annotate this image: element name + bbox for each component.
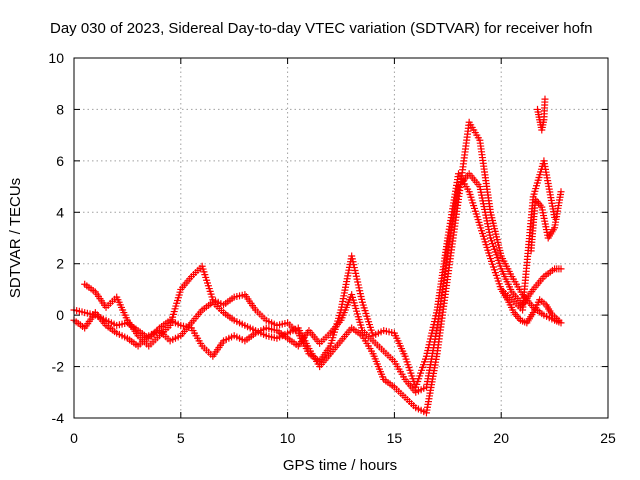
chart-title: Day 030 of 2023, Sidereal Day-to-day VTE… — [50, 20, 592, 37]
x-tick-label: 15 — [387, 430, 403, 446]
data-points — [70, 95, 565, 417]
y-tick-label: 6 — [56, 153, 64, 169]
x-tick-label: 0 — [70, 430, 78, 446]
y-tick-label: 0 — [56, 307, 64, 323]
y-tick-label: 10 — [48, 50, 64, 66]
plot-frame — [73, 57, 609, 419]
data-point — [557, 188, 565, 196]
data-point — [557, 265, 565, 273]
y-tick-label: 2 — [56, 256, 64, 272]
data-point — [555, 316, 563, 324]
data-point — [541, 95, 549, 103]
axis-ticks: 0 5 10 15 20 25 -4 -2 0 2 4 6 8 10 — [48, 50, 616, 446]
x-tick-label: 5 — [177, 430, 185, 446]
y-tick-label: -2 — [52, 359, 65, 375]
series-track-e — [534, 95, 549, 134]
y-axis-label: SDTVAR / TECUs — [7, 178, 24, 298]
y-tick-label: -4 — [52, 410, 65, 426]
series-track-d — [497, 285, 563, 327]
x-tick-label: 25 — [600, 430, 616, 446]
x-tick-label: 10 — [280, 430, 296, 446]
x-tick-label: 20 — [493, 430, 509, 446]
y-tick-label: 8 — [56, 101, 64, 117]
y-tick-label: 4 — [56, 204, 64, 220]
x-axis-label: GPS time / hours — [283, 457, 397, 474]
series-track-c — [81, 157, 559, 391]
series-track-f — [527, 188, 565, 255]
series-track-b — [70, 170, 565, 396]
